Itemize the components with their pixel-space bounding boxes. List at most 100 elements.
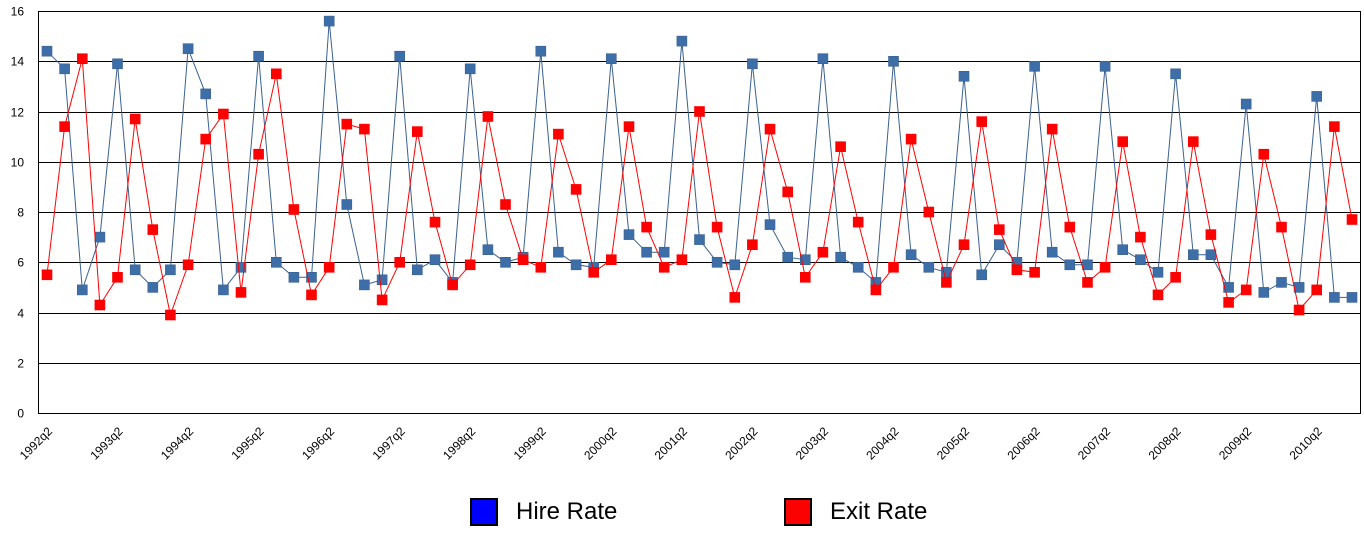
point-exit-rate <box>589 267 599 277</box>
point-exit-rate <box>1118 137 1128 147</box>
legend-swatch-exit-rate <box>784 498 812 526</box>
point-exit-rate <box>1259 149 1269 159</box>
legend-swatch-hire-rate <box>470 498 498 526</box>
point-hire-rate <box>1241 99 1251 109</box>
point-exit-rate <box>324 262 334 272</box>
point-exit-rate <box>42 270 52 280</box>
point-hire-rate <box>1347 292 1357 302</box>
point-exit-rate <box>853 217 863 227</box>
point-exit-rate <box>659 262 669 272</box>
point-exit-rate <box>1065 222 1075 232</box>
point-exit-rate <box>289 205 299 215</box>
point-hire-rate <box>42 46 52 56</box>
point-hire-rate <box>730 260 740 270</box>
point-exit-rate <box>624 122 634 132</box>
point-exit-rate <box>201 134 211 144</box>
x-tick-label: 1995q2 <box>229 424 267 462</box>
point-exit-rate <box>448 280 458 290</box>
y-tick-label: 12 <box>11 106 25 120</box>
point-hire-rate <box>183 44 193 54</box>
point-hire-rate <box>130 265 140 275</box>
point-exit-rate <box>695 107 705 117</box>
legend-item-exit-rate: Exit Rate <box>784 498 927 526</box>
point-hire-rate <box>77 285 87 295</box>
point-exit-rate <box>130 114 140 124</box>
x-tick-label: 1997q2 <box>370 424 408 462</box>
point-exit-rate <box>553 129 563 139</box>
point-hire-rate <box>95 232 105 242</box>
point-exit-rate <box>1312 285 1322 295</box>
point-hire-rate <box>465 64 475 74</box>
point-exit-rate <box>1135 232 1145 242</box>
x-tick-label: 2004q2 <box>863 424 901 462</box>
point-hire-rate <box>1047 247 1057 257</box>
point-hire-rate <box>1153 267 1163 277</box>
x-tick-label: 2000q2 <box>581 424 619 462</box>
point-hire-rate <box>642 247 652 257</box>
point-exit-rate <box>677 255 687 265</box>
point-exit-rate <box>1241 285 1251 295</box>
point-exit-rate <box>730 292 740 302</box>
point-exit-rate <box>1030 267 1040 277</box>
point-hire-rate <box>1277 277 1287 287</box>
point-exit-rate <box>1012 265 1022 275</box>
x-tick-label: 1999q2 <box>511 424 549 462</box>
point-hire-rate <box>606 54 616 64</box>
y-tick-label: 6 <box>17 256 24 270</box>
x-tick-label: 2007q2 <box>1075 424 1113 462</box>
point-exit-rate <box>959 240 969 250</box>
point-exit-rate <box>1171 272 1181 282</box>
point-hire-rate <box>712 257 722 267</box>
point-hire-rate <box>836 252 846 262</box>
point-hire-rate <box>889 56 899 66</box>
point-hire-rate <box>1294 282 1304 292</box>
point-exit-rate <box>783 187 793 197</box>
y-tick-label: 4 <box>17 307 24 321</box>
point-exit-rate <box>994 225 1004 235</box>
point-exit-rate <box>1100 262 1110 272</box>
point-hire-rate <box>624 230 634 240</box>
point-exit-rate <box>941 277 951 287</box>
point-hire-rate <box>1030 61 1040 71</box>
point-hire-rate <box>289 272 299 282</box>
line-chart: 0 2 4 6 8 10 12 14 16 1992q2 1993q2 1994q2 1995q2 199… <box>0 0 1364 500</box>
point-hire-rate <box>1118 245 1128 255</box>
point-hire-rate <box>994 240 1004 250</box>
point-exit-rate <box>1277 222 1287 232</box>
x-tick-label: 2010q2 <box>1287 424 1325 462</box>
point-exit-rate <box>148 225 158 235</box>
point-hire-rate <box>148 282 158 292</box>
legend: Hire Rate Exit Rate <box>0 498 1364 534</box>
y-tick-label: 10 <box>11 156 25 170</box>
point-hire-rate <box>1100 61 1110 71</box>
y-tick-label: 14 <box>11 55 25 69</box>
point-exit-rate <box>342 119 352 129</box>
point-hire-rate <box>571 260 581 270</box>
y-tick-label: 0 <box>17 407 24 421</box>
grid-lines <box>38 12 1361 414</box>
point-hire-rate <box>1171 69 1181 79</box>
point-hire-rate <box>818 54 828 64</box>
x-tick-label: 1998q2 <box>440 424 478 462</box>
point-hire-rate <box>254 51 264 61</box>
point-exit-rate <box>501 200 511 210</box>
point-exit-rate <box>430 217 440 227</box>
point-hire-rate <box>1259 287 1269 297</box>
point-exit-rate <box>60 122 70 132</box>
point-hire-rate <box>853 262 863 272</box>
point-exit-rate <box>483 112 493 122</box>
point-exit-rate <box>271 69 281 79</box>
x-tick-label: 2009q2 <box>1216 424 1254 462</box>
point-exit-rate <box>836 142 846 152</box>
x-tick-label: 2003q2 <box>793 424 831 462</box>
point-hire-rate <box>165 265 175 275</box>
point-exit-rate <box>1224 297 1234 307</box>
x-tick-label: 2002q2 <box>722 424 760 462</box>
point-hire-rate <box>1312 91 1322 101</box>
point-hire-rate <box>536 46 546 56</box>
point-hire-rate <box>747 59 757 69</box>
point-exit-rate <box>165 310 175 320</box>
point-exit-rate <box>236 287 246 297</box>
point-exit-rate <box>113 272 123 282</box>
legend-label-hire-rate: Hire Rate <box>516 498 617 526</box>
